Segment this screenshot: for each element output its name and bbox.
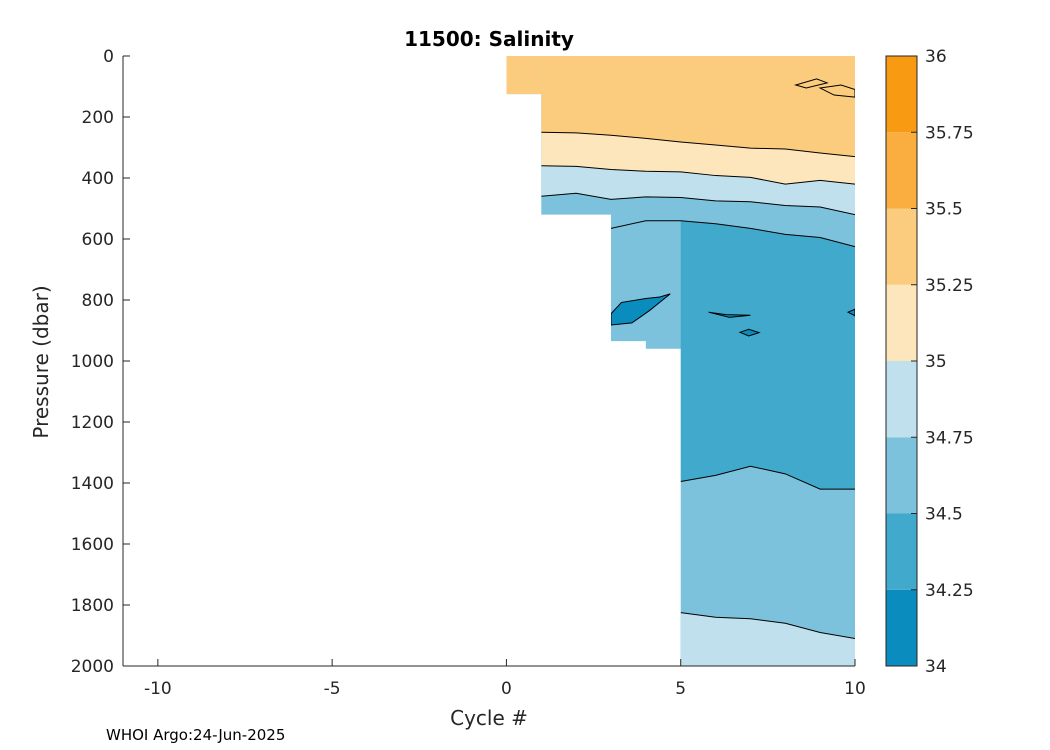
y-tick-label: 1000: [71, 352, 114, 372]
colorbar-tick-label: 34: [925, 657, 947, 677]
contour-line-3: [610, 220, 856, 248]
colorbar-swatch: [886, 437, 917, 514]
band-35.25-shallow: [506, 56, 542, 95]
colorbar-swatch: [886, 513, 917, 590]
colorbar-tick-label: 36: [925, 47, 947, 67]
footer-credit: WHOI Argo:24-Jun-2025: [106, 726, 285, 744]
colorbar-swatch: [886, 56, 917, 133]
colorbar-tick-label: 34.5: [925, 505, 963, 525]
y-tick-label: 600: [82, 230, 114, 250]
y-tick-label: 1200: [71, 413, 114, 433]
y-tick-label: 1400: [71, 474, 114, 494]
y-tick-label: 800: [82, 291, 114, 311]
x-tick-label: -5: [324, 679, 341, 699]
y-tick-label: 1800: [71, 596, 114, 616]
colorbar-swatch: [886, 361, 917, 438]
closed-contour-4: [738, 328, 761, 337]
contour-fill-group: [506, 56, 856, 666]
colorbar-tick-label: 35.75: [925, 123, 974, 143]
x-tick-label: 10: [844, 679, 866, 699]
y-tick-label: 1600: [71, 535, 114, 555]
x-tick-label: 0: [501, 679, 512, 699]
colorbar-tick-label: 34.75: [925, 428, 974, 448]
colorbar-swatch: [886, 208, 917, 285]
y-tick-label: 0: [103, 47, 114, 67]
plot-area: [506, 56, 856, 666]
y-tick-label: 2000: [71, 657, 114, 677]
chart-title: 11500: Salinity: [404, 27, 574, 51]
colorbar-tick-label: 34.25: [925, 581, 974, 601]
closed-contour-1: [818, 84, 856, 98]
x-axis-label: Cycle #: [450, 706, 528, 730]
colorbar-tick-label: 35.5: [925, 200, 963, 220]
x-tick-label: 5: [675, 679, 686, 699]
axes: -10 -5 0 5 10 0 200 400 600 800 1000 1200 1400 1600 18…: [71, 47, 866, 699]
y-axis-label: Pressure (dbar): [29, 285, 53, 438]
colorbar-swatch: [886, 284, 917, 361]
x-tick-label: -10: [144, 679, 172, 699]
colorbar-swatch: [886, 589, 917, 666]
band-35.25-35.5: [541, 56, 855, 157]
closed-contour-5: [846, 308, 856, 317]
contour-line-0: [541, 131, 856, 158]
band-34.75-35-deep: [680, 612, 855, 666]
closed-contour-3: [708, 311, 751, 318]
colorbar-swatch: [886, 132, 917, 209]
contour-line-4: [680, 465, 855, 490]
contour-line-2: [541, 192, 856, 216]
colorbar: 34 34.25 34.5 34.75 35 35.25 35.5 35.75 36: [885, 47, 974, 677]
colorbar-tick-label: 35: [925, 352, 947, 372]
closed-contour-0: [793, 78, 829, 89]
y-tick-label: 200: [82, 108, 114, 128]
contour-line-1: [541, 165, 856, 185]
colorbar-tick-label: 35.25: [925, 276, 974, 296]
y-tick-label: 400: [82, 169, 114, 189]
closed-contour-2: [610, 293, 671, 326]
contour-line-5: [680, 612, 856, 640]
